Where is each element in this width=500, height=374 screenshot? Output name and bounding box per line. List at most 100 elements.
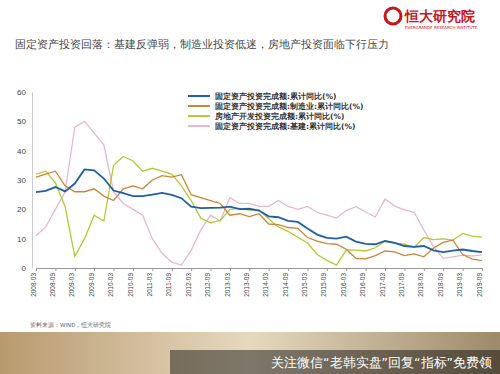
x-tick: 2012-03 (185, 268, 192, 297)
x-tick-line (443, 268, 444, 271)
legend-swatch (188, 95, 210, 97)
y-tick-label: 20 (17, 205, 26, 214)
logo-icon (385, 8, 401, 24)
y-tick-label: 60 (17, 88, 26, 97)
legend-label: 房地产开发投资完成额:累计同比(%) (214, 111, 344, 121)
x-tick-line (366, 268, 367, 271)
x-tick-label: 2018-09 (437, 273, 444, 297)
legend-swatch (188, 115, 210, 117)
x-tick-line (307, 268, 308, 271)
x-tick-line (269, 268, 270, 271)
title: 固定资产投资回落：基建反弹弱，制造业投资低迷，房地产投资面临下行压力 (15, 38, 389, 50)
x-tick: 2014-09 (282, 268, 289, 297)
x-tick: 2019-09 (476, 268, 483, 297)
legend-label: 固定资产投资完成额:基建:累计同比(%) (215, 121, 355, 131)
x-tick-label: 2015-03 (301, 273, 308, 297)
x-tick: 2014-03 (262, 268, 269, 297)
plot-area (36, 121, 482, 265)
y-tick: 60 (17, 88, 32, 97)
x-tick-label: 2009-09 (88, 273, 95, 297)
x-tick: 2010-09 (127, 268, 134, 297)
x-tick-label: 2017-03 (379, 273, 386, 297)
y-tick-label: 0 (22, 264, 27, 273)
x-tick-line (211, 268, 212, 271)
legend: 固定资产投资完成额:累计同比(%)固定资产投资完成额:制造业:累计同比(%)房地… (188, 91, 363, 131)
x-tick: 2012-09 (204, 268, 211, 297)
x-tick-line (463, 268, 464, 271)
y-tick-label: 40 (17, 147, 26, 156)
x-tick: 2019-03 (456, 268, 463, 297)
x-tick-line (424, 268, 425, 271)
x-axis-line (37, 269, 483, 272)
x-tick-label: 2008-03 (30, 273, 37, 297)
y-tick: 30 (17, 176, 32, 185)
header: 恒大研究院EVERGRANDE RESEARCH INSTITUTE (385, 8, 478, 30)
x-tick: 2017-03 (379, 268, 386, 297)
x-tick-line (36, 268, 37, 271)
x-tick: 2010-03 (107, 268, 114, 297)
x-axis: 2008-03 2008-09 2009-03 2009-09 2010-03 2010-… (30, 268, 483, 297)
brand-sub: EVERGRANDE RESEARCH INSTITUTE (405, 25, 478, 30)
x-tick-line (230, 268, 231, 271)
x-tick-line (133, 268, 134, 271)
x-tick: 2017-09 (398, 268, 405, 297)
x-tick-line (385, 268, 386, 271)
y-tick: 50 (17, 117, 32, 126)
x-tick-line (172, 268, 173, 271)
x-tick-label: 2019-09 (476, 273, 483, 297)
x-tick-label: 2013-03 (223, 273, 230, 297)
series-line (36, 121, 482, 265)
chart: 恒大研究院EVERGRANDE RESEARCH INSTITUTE 固定资产投资… (0, 0, 500, 374)
x-tick: 2018-09 (437, 268, 444, 297)
legend-label: 固定资产投资完成额:累计同比(%) (215, 91, 336, 101)
x-tick: 2009-09 (88, 268, 95, 297)
x-tick-label: 2008-09 (49, 273, 56, 297)
brand: 恒大研究院 (404, 8, 475, 24)
legend-label: 固定资产投资完成额:制造业:累计同比(%) (215, 101, 363, 111)
x-tick-line (152, 268, 153, 271)
x-tick-label: 2017-09 (398, 273, 405, 297)
x-tick-line (327, 268, 328, 271)
x-tick-line (114, 268, 115, 271)
x-tick-line (404, 268, 405, 271)
watermark: 关注微信“老韩实盘”回复“指标”免费领 (271, 355, 492, 370)
x-tick: 2009-03 (68, 268, 75, 297)
x-tick-label: 2010-03 (107, 273, 114, 297)
x-tick-label: 2013-09 (243, 273, 250, 297)
x-tick-line (249, 268, 250, 271)
x-tick-line (482, 268, 483, 271)
x-tick-label: 2015-09 (320, 273, 327, 297)
x-tick-label: 2012-03 (185, 273, 192, 297)
y-tick: 20 (17, 205, 32, 214)
x-tick-label: 2016-09 (359, 273, 366, 297)
banner (0, 332, 500, 374)
y-axis-line (32, 93, 33, 269)
x-tick-label: 2014-09 (282, 273, 289, 297)
source: 资料来源：WIND，恒大研究院 (30, 321, 111, 328)
y-tick-label: 50 (17, 117, 26, 126)
x-tick: 2015-03 (301, 268, 308, 297)
legend-swatch (188, 105, 210, 107)
x-tick-label: 2018-03 (417, 273, 424, 297)
series-line (36, 157, 482, 266)
x-tick: 2011-09 (165, 268, 172, 296)
x-tick-label: 2011-09 (165, 273, 172, 297)
x-tick-label: 2010-09 (127, 273, 134, 297)
y-tick: 40 (17, 147, 32, 156)
x-tick: 2008-03 (30, 268, 37, 297)
x-tick: 2013-09 (243, 268, 250, 297)
series-line (36, 169, 482, 252)
x-tick-label: 2009-03 (68, 273, 75, 297)
y-tick: 10 (17, 235, 32, 244)
x-tick: 2008-09 (49, 268, 56, 297)
y-axis: 0 10 20 30 40 50 60 (17, 88, 32, 273)
x-tick-line (75, 268, 76, 271)
x-tick: 2015-09 (320, 268, 327, 297)
x-tick: 2013-03 (223, 268, 230, 297)
x-tick-line (191, 268, 192, 271)
x-tick: 2018-03 (417, 268, 424, 297)
x-tick-line (94, 268, 95, 271)
x-tick-label: 2019-03 (456, 273, 463, 297)
y-tick: 0 (22, 264, 32, 273)
x-tick-line (346, 268, 347, 271)
